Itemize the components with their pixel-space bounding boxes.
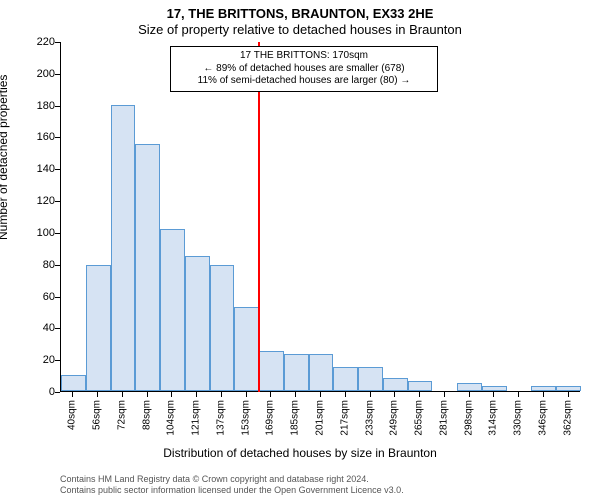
- x-tick-mark: [345, 392, 346, 397]
- x-tick-label: 281sqm: [438, 400, 449, 436]
- y-tick-label: 100: [25, 227, 55, 239]
- y-tick-mark: [55, 169, 60, 170]
- y-tick-mark: [55, 265, 60, 266]
- x-tick-label: 314sqm: [488, 400, 499, 436]
- x-tick-mark: [444, 392, 445, 397]
- histogram-bar: [61, 375, 86, 391]
- x-tick-label: 346sqm: [537, 400, 548, 436]
- y-tick-mark: [55, 137, 60, 138]
- x-tick-mark: [147, 392, 148, 397]
- y-tick-mark: [55, 74, 60, 75]
- x-tick-label: 56sqm: [92, 400, 103, 430]
- histogram-bar: [86, 265, 111, 391]
- x-tick-mark: [72, 392, 73, 397]
- histogram-bar: [259, 351, 284, 391]
- x-tick-mark: [221, 392, 222, 397]
- y-tick-label: 200: [25, 68, 55, 80]
- x-tick-mark: [370, 392, 371, 397]
- y-tick-label: 60: [25, 291, 55, 303]
- annotation-line: 17 THE BRITTONS: 170sqm: [177, 50, 431, 63]
- x-tick-mark: [493, 392, 494, 397]
- x-tick-mark: [295, 392, 296, 397]
- x-tick-label: 185sqm: [290, 400, 301, 436]
- x-tick-label: 298sqm: [463, 400, 474, 436]
- x-tick-mark: [270, 392, 271, 397]
- x-tick-mark: [246, 392, 247, 397]
- x-tick-label: 265sqm: [414, 400, 425, 436]
- x-tick-label: 88sqm: [141, 400, 152, 430]
- x-tick-label: 153sqm: [240, 400, 251, 436]
- chart-title-sub: Size of property relative to detached ho…: [0, 22, 600, 37]
- y-tick-label: 160: [25, 131, 55, 143]
- x-tick-mark: [419, 392, 420, 397]
- x-tick-label: 137sqm: [215, 400, 226, 436]
- y-tick-mark: [55, 201, 60, 202]
- x-tick-mark: [320, 392, 321, 397]
- y-tick-label: 20: [25, 354, 55, 366]
- x-tick-label: 330sqm: [513, 400, 524, 436]
- x-tick-label: 249sqm: [389, 400, 400, 436]
- annotation-box: 17 THE BRITTONS: 170sqm ← 89% of detache…: [170, 46, 438, 92]
- x-tick-mark: [97, 392, 98, 397]
- annotation-line: 11% of semi-detached houses are larger (…: [177, 75, 431, 88]
- x-tick-mark: [568, 392, 569, 397]
- y-tick-label: 220: [25, 36, 55, 48]
- x-tick-mark: [469, 392, 470, 397]
- x-tick-label: 72sqm: [116, 400, 127, 430]
- y-tick-mark: [55, 106, 60, 107]
- y-tick-label: 0: [25, 386, 55, 398]
- histogram-bar: [482, 386, 507, 391]
- chart-title-main: 17, THE BRITTONS, BRAUNTON, EX33 2HE: [0, 6, 600, 21]
- x-tick-label: 217sqm: [339, 400, 350, 436]
- x-axis-label: Distribution of detached houses by size …: [0, 446, 600, 460]
- y-tick-mark: [55, 297, 60, 298]
- reference-line: [258, 42, 260, 392]
- histogram-bar: [309, 354, 334, 391]
- x-tick-mark: [394, 392, 395, 397]
- footer-line: Contains HM Land Registry data © Crown c…: [60, 474, 580, 485]
- y-axis-label: Number of detached properties: [0, 75, 10, 240]
- histogram-bar: [333, 367, 358, 391]
- histogram-bar: [358, 367, 383, 391]
- histogram-bar: [135, 144, 160, 391]
- y-tick-label: 80: [25, 259, 55, 271]
- histogram-bar: [556, 386, 581, 391]
- x-tick-mark: [196, 392, 197, 397]
- y-tick-label: 180: [25, 100, 55, 112]
- x-tick-label: 40sqm: [67, 400, 78, 430]
- histogram-bar: [210, 265, 235, 391]
- annotation-line: ← 89% of detached houses are smaller (67…: [177, 63, 431, 76]
- histogram-bar: [185, 256, 210, 391]
- y-tick-label: 140: [25, 163, 55, 175]
- x-tick-label: 362sqm: [562, 400, 573, 436]
- histogram-bar: [408, 381, 433, 391]
- x-tick-mark: [518, 392, 519, 397]
- histogram-bar: [234, 307, 259, 391]
- footer-line: Contains public sector information licen…: [60, 485, 580, 496]
- footer-attribution: Contains HM Land Registry data © Crown c…: [60, 474, 580, 497]
- histogram-bar: [160, 229, 185, 391]
- x-tick-label: 201sqm: [315, 400, 326, 436]
- plot-area: [60, 42, 580, 392]
- x-tick-mark: [122, 392, 123, 397]
- x-tick-mark: [171, 392, 172, 397]
- y-tick-mark: [55, 233, 60, 234]
- histogram-bar: [284, 354, 309, 391]
- y-tick-mark: [55, 328, 60, 329]
- histogram-bar: [111, 105, 136, 391]
- y-tick-label: 40: [25, 322, 55, 334]
- histogram-bar: [457, 383, 482, 391]
- histogram-bar: [383, 378, 408, 391]
- y-tick-label: 120: [25, 195, 55, 207]
- y-tick-mark: [55, 392, 60, 393]
- x-tick-label: 121sqm: [191, 400, 202, 436]
- x-tick-mark: [543, 392, 544, 397]
- y-tick-mark: [55, 360, 60, 361]
- x-tick-label: 233sqm: [364, 400, 375, 436]
- y-tick-mark: [55, 42, 60, 43]
- x-tick-label: 169sqm: [265, 400, 276, 436]
- x-tick-label: 104sqm: [166, 400, 177, 436]
- histogram-bar: [531, 386, 556, 391]
